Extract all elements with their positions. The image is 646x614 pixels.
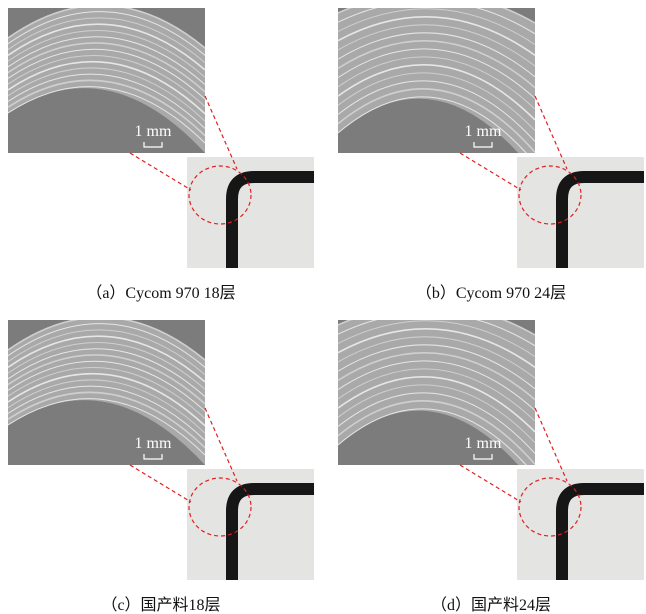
figure: 1 mm （a）Cycom 970 18层 1 mm （b）Cycom 970 24层… [0, 0, 646, 614]
caption: （a）Cycom 970 18层 [86, 284, 235, 302]
scale-label: 1 mm [465, 435, 502, 452]
callout-line [460, 153, 521, 190]
caption: （b）Cycom 970 24层 [416, 284, 566, 302]
callout-line [130, 153, 191, 190]
callout-line [130, 465, 191, 502]
callout-line [460, 465, 521, 502]
scale-label: 1 mm [135, 435, 172, 452]
caption: （d）国产料24层 [431, 596, 551, 614]
scale-label: 1 mm [465, 123, 502, 140]
scale-label: 1 mm [135, 123, 172, 140]
caption: （c）国产料18层 [101, 596, 220, 614]
